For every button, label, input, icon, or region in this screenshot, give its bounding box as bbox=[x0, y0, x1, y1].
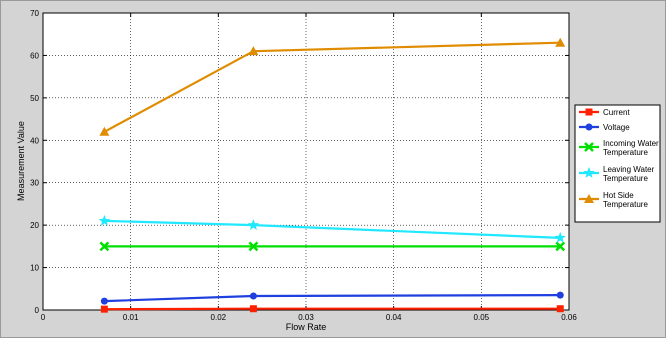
x-tick-label: 0.04 bbox=[386, 313, 402, 322]
data-point-incoming-water-temperature bbox=[248, 241, 259, 252]
y-tick-label: 30 bbox=[30, 179, 39, 188]
legend-swatch-marker bbox=[584, 194, 594, 203]
data-point-voltage bbox=[249, 292, 257, 300]
data-point-current bbox=[556, 305, 564, 313]
legend-entry-voltage: Voltage bbox=[579, 123, 630, 132]
x-tick-label: 0.05 bbox=[474, 313, 490, 322]
y-tick-label: 50 bbox=[30, 94, 39, 103]
x-axis-label: Flow Rate bbox=[286, 322, 327, 332]
series-current bbox=[100, 305, 564, 313]
data-point-incoming-water-temperature bbox=[99, 241, 110, 252]
legend-entry-incoming-water-temperature: Incoming Water Temperature bbox=[579, 139, 659, 157]
legend-label: Current bbox=[603, 108, 630, 117]
data-point-leaving-water-temperature bbox=[247, 219, 260, 230]
grid bbox=[43, 13, 569, 310]
x-tick-label: 0.01 bbox=[123, 313, 139, 322]
legend-label: Leaving Water Temperature bbox=[603, 165, 655, 183]
series-voltage bbox=[100, 291, 564, 305]
data-point-leaving-water-temperature bbox=[98, 214, 111, 226]
legend-swatch-marker bbox=[585, 108, 593, 116]
legend-swatch-marker bbox=[585, 123, 593, 131]
series-hot-side-temperature bbox=[99, 37, 566, 136]
x-tick-label: 0 bbox=[41, 313, 46, 322]
legend-label: Hot Side Temperature bbox=[603, 191, 648, 209]
legend-label-line: Hot Side bbox=[603, 191, 634, 200]
legend-label-line: Leaving Water bbox=[603, 165, 655, 174]
legend-label-line: Temperature bbox=[603, 148, 648, 157]
legend-label-line: Temperature bbox=[603, 200, 648, 209]
legend-label: Incoming Water Temperature bbox=[603, 139, 659, 157]
y-tick-label: 20 bbox=[30, 221, 39, 230]
legend-label-line: Temperature bbox=[603, 174, 648, 183]
x-tick-label: 0.03 bbox=[298, 313, 314, 322]
y-tick-label: 0 bbox=[35, 306, 40, 315]
legend-entry-leaving-water-temperature: Leaving Water Temperature bbox=[579, 165, 655, 183]
chart: 0 0.01 0.02 0.03 0.04 0.05 0.06 0 10 20 30 40 50 60 7… bbox=[16, 9, 661, 332]
legend-swatch-marker bbox=[584, 142, 594, 152]
y-tick-label: 40 bbox=[30, 136, 39, 145]
series-line-current bbox=[104, 307, 561, 311]
data-point-hot-side-temperature bbox=[555, 37, 566, 47]
y-tick-label: 10 bbox=[30, 264, 39, 273]
y-axis-label: Measurement Value bbox=[16, 121, 26, 201]
legend-entry-current: Current bbox=[579, 108, 630, 117]
legend-swatch-marker bbox=[583, 167, 595, 178]
y-tick-label: 70 bbox=[30, 9, 39, 18]
legend-label-line: Incoming Water bbox=[603, 139, 659, 148]
data-point-hot-side-temperature bbox=[99, 126, 110, 136]
legend-label: Voltage bbox=[603, 123, 630, 132]
y-axis-ticks: 0 10 20 30 40 50 60 70 bbox=[30, 9, 569, 315]
data-point-current bbox=[249, 305, 257, 313]
x-tick-label: 0.02 bbox=[211, 313, 227, 322]
legend-entry-hot-side-temperature: Hot Side Temperature bbox=[579, 191, 648, 209]
x-axis-ticks: 0 0.01 0.02 0.03 0.04 0.05 0.06 bbox=[41, 13, 577, 322]
series-group bbox=[98, 37, 566, 313]
data-point-voltage bbox=[100, 297, 108, 305]
series-leaving-water-temperature bbox=[98, 214, 566, 243]
data-point-leaving-water-temperature bbox=[554, 231, 566, 243]
plot-area bbox=[42, 12, 570, 311]
data-point-hot-side-temperature bbox=[248, 46, 259, 56]
data-point-incoming-water-temperature bbox=[555, 241, 566, 252]
series-incoming-water-temperature bbox=[99, 241, 566, 252]
data-point-current bbox=[100, 305, 108, 313]
data-point-voltage bbox=[556, 291, 564, 299]
y-tick-label: 60 bbox=[30, 51, 39, 60]
x-tick-label: 0.06 bbox=[561, 313, 577, 322]
